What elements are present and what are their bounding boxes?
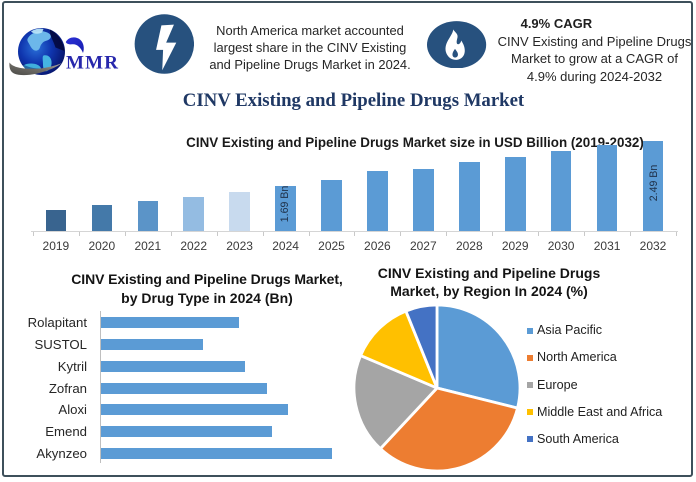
svg-text:MMR: MMR [66, 53, 119, 74]
